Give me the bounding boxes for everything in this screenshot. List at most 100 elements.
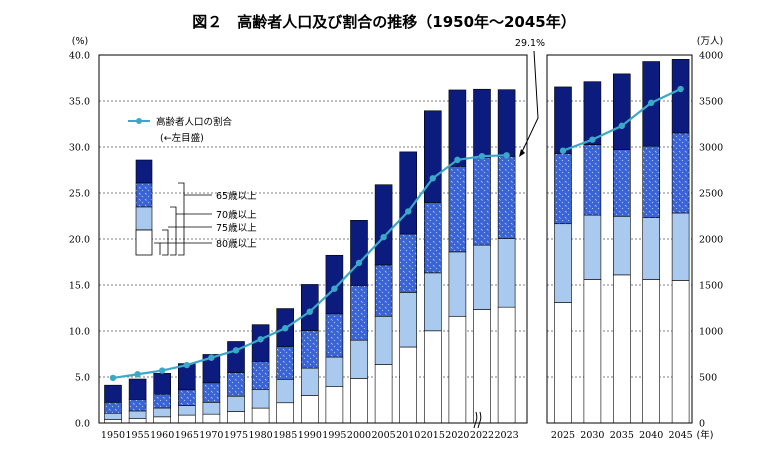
legend-line-sublabel: (←左目盛) <box>160 132 204 144</box>
bar-segment-65 <box>350 220 368 286</box>
x-tick-label: 1980 <box>249 430 273 441</box>
bar-segment-75 <box>612 215 631 276</box>
x-tick-label: 2030 <box>580 430 604 441</box>
bar-segment-80 <box>202 413 221 424</box>
bar-segment-65 <box>473 88 491 158</box>
bar-segment-80 <box>497 306 516 424</box>
bar-segment-80 <box>399 346 418 424</box>
bar-segment-70 <box>153 393 171 409</box>
bar-segment-80 <box>300 395 319 424</box>
x-tick-label: 1955 <box>126 430 150 441</box>
ratio-point <box>355 259 363 267</box>
right-tick-label: 2000 <box>699 235 723 246</box>
ratio-line <box>109 85 684 382</box>
bar-segment-65 <box>497 89 516 157</box>
bar-segment-65 <box>153 373 171 395</box>
x-tick-label: 2010 <box>396 430 420 441</box>
bar-segment-80 <box>583 279 602 424</box>
bar-segment-80 <box>350 378 368 424</box>
bar-segment-80 <box>612 274 631 424</box>
legend-brackets <box>154 182 212 256</box>
right-tick-label: 3500 <box>699 97 723 108</box>
bar-segment-80 <box>153 416 171 424</box>
bar-segment-70 <box>473 157 491 246</box>
x-tick-label: 1985 <box>273 430 297 441</box>
left-tick-label: 10.0 <box>69 327 90 338</box>
bar-segment-75 <box>671 212 690 281</box>
bar-segment-70 <box>583 144 602 216</box>
bar-segment-70 <box>642 145 661 218</box>
bar-segment-65 <box>104 384 122 403</box>
annotation-arrowhead <box>519 149 525 157</box>
bar-segment-70 <box>300 330 319 369</box>
bar-segment-75 <box>202 401 221 415</box>
bar-segment-70 <box>497 156 516 239</box>
x-tick-label: 2020 <box>445 430 469 441</box>
bar-segment-80 <box>227 411 245 424</box>
bar-segment-70 <box>251 361 270 390</box>
bar-segment-75 <box>423 272 442 332</box>
bar-segment-80 <box>104 419 122 424</box>
legend-swatch-65 <box>135 159 153 184</box>
right-axis-unit: (万人) <box>697 36 723 47</box>
ratio-point <box>282 325 289 332</box>
legend-label-80: 80歳以上 <box>216 238 257 250</box>
left-axis-ticks: 0.0 5.0 10.0 15.0 20.0 25.0 30.0 35.0 40.0 <box>69 51 90 430</box>
ratio-point <box>183 361 190 369</box>
bar-segment-65 <box>612 73 631 150</box>
bar-segment-70 <box>612 149 631 217</box>
bar-segment-80 <box>178 414 196 424</box>
ratio-point <box>109 374 117 382</box>
ratio-point <box>380 233 387 241</box>
left-axis-unit: (%) <box>72 36 88 47</box>
ratio-point <box>208 354 215 361</box>
legend-label-65: 65歳以上 <box>216 190 257 202</box>
plot-frame-right <box>546 54 693 424</box>
bar-segment-75 <box>497 238 516 308</box>
right-tick-label: 1000 <box>699 327 723 338</box>
ratio-point <box>478 153 486 160</box>
bar-segment-65 <box>325 254 344 315</box>
right-tick-label: 500 <box>699 373 717 384</box>
bar-segment-65 <box>227 341 245 373</box>
bar-segment-70 <box>399 233 418 293</box>
bar-segment-75 <box>374 315 393 365</box>
bars <box>104 59 690 424</box>
bar-segment-75 <box>128 410 147 419</box>
bar-segment-80 <box>374 364 393 424</box>
x-tick-label: 1990 <box>298 430 322 441</box>
bar-segment-70 <box>350 285 368 341</box>
bar-segment-80 <box>671 280 690 424</box>
bar-segment-75 <box>642 217 661 280</box>
bar-segment-75 <box>399 292 418 348</box>
bar-segment-80 <box>128 418 147 424</box>
ratio-point <box>134 371 141 378</box>
bar-segment-75 <box>325 356 344 387</box>
legend: 高齢者人口の割合 (←左目盛) 65歳以上 70歳以上 75歳以上 80歳以上 <box>128 116 257 256</box>
ratio-point <box>648 99 655 107</box>
legend-swatch-70 <box>135 182 153 208</box>
bar-segment-70 <box>423 202 442 274</box>
bar-segment-70 <box>671 132 690 214</box>
bar-segment-75 <box>350 339 368 379</box>
legend-label-75: 75歳以上 <box>216 222 257 234</box>
bar-segment-70 <box>227 372 245 397</box>
bar-segment-75 <box>104 412 122 420</box>
bar-segment-75 <box>473 244 491 310</box>
bar-segment-80 <box>554 302 572 424</box>
bar-segment-75 <box>300 367 319 396</box>
legend-label-70: 70歳以上 <box>216 209 257 221</box>
plot-frame-left <box>98 54 528 424</box>
bar-segment-80 <box>276 402 295 424</box>
ratio-point <box>405 208 412 215</box>
x-tick-label: 2040 <box>639 430 663 441</box>
bar-segment-70 <box>178 389 196 406</box>
x-tick-label: 2022 <box>470 430 494 441</box>
right-tick-label: 0 <box>699 419 705 430</box>
bar-segment-70 <box>104 401 122 414</box>
bar-segment-65 <box>554 86 572 154</box>
right-tick-label: 3000 <box>699 143 723 154</box>
x-tick-label: 1970 <box>199 430 223 441</box>
bar-segment-80 <box>251 407 270 424</box>
